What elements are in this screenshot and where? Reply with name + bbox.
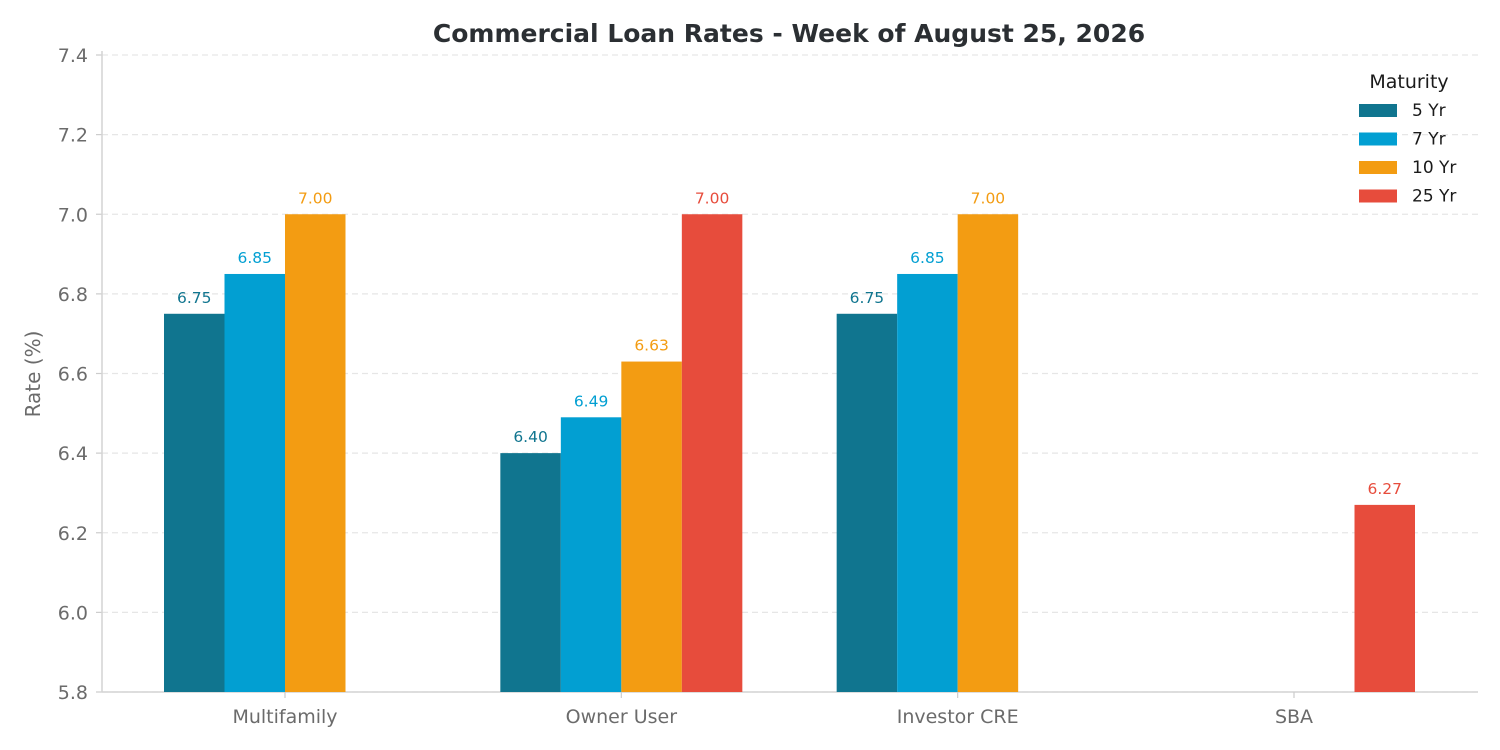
data-label: 6.85	[237, 249, 272, 267]
bar	[500, 453, 561, 692]
y-tick-label: 6.0	[58, 602, 88, 624]
data-label: 6.49	[574, 392, 609, 410]
data-label: 7.00	[298, 189, 333, 207]
data-label: 7.00	[695, 189, 730, 207]
bar	[285, 214, 346, 692]
data-label: 6.40	[513, 428, 548, 446]
y-axis-label: Rate (%)	[21, 331, 45, 418]
bar	[681, 214, 743, 692]
legend-label: 25 Yr	[1412, 187, 1456, 207]
chart-title: Commercial Loan Rates - Week of August 2…	[433, 19, 1145, 48]
bar	[560, 417, 622, 692]
legend-swatch	[1359, 161, 1397, 174]
y-tick-label: 5.8	[58, 682, 88, 704]
data-label: 6.85	[910, 249, 945, 267]
legend-label: 10 Yr	[1412, 158, 1456, 178]
bar	[224, 273, 285, 692]
bar	[164, 313, 225, 692]
legend-label: 5 Yr	[1412, 101, 1446, 121]
y-tick-label: 6.4	[58, 443, 88, 465]
legend-swatch	[1359, 104, 1397, 117]
data-labels: 6.75 6.85 7.00 6.40 6.49 6.63 7.00 6.75 6.85 7.00…	[177, 189, 1402, 498]
x-tick-label: SBA	[1275, 706, 1313, 728]
bar	[836, 313, 898, 692]
legend-swatch	[1359, 189, 1397, 203]
bar	[621, 361, 682, 692]
y-tick-label: 7.2	[58, 125, 88, 147]
data-label: 6.27	[1367, 480, 1402, 498]
data-label: 7.00	[971, 189, 1006, 207]
x-tick-label: Multifamily	[232, 706, 337, 728]
bar	[897, 273, 958, 692]
bars	[164, 214, 1415, 692]
legend-label: 7 Yr	[1412, 130, 1446, 150]
data-label: 6.63	[634, 337, 669, 355]
data-label: 6.75	[177, 289, 212, 307]
y-tick-label: 7.0	[58, 204, 88, 226]
y-tick-label: 7.4	[58, 45, 88, 67]
x-tick-label: Owner User	[566, 706, 678, 728]
x-tick-label: Investor CRE	[897, 706, 1019, 728]
legend-swatch	[1359, 132, 1397, 146]
bar	[1354, 504, 1415, 692]
legend: Maturity 5 Yr 7 Yr 10 Yr 25 Yr	[1359, 71, 1456, 207]
y-tick-label: 6.6	[58, 364, 88, 386]
y-tick-label: 6.8	[58, 284, 88, 306]
legend-title: Maturity	[1369, 71, 1448, 93]
data-label: 6.75	[850, 289, 885, 307]
y-tick-label: 6.2	[58, 523, 88, 545]
bar	[957, 214, 1019, 692]
axes: 5.8 6.0 6.2 6.4 6.6 6.8 7.0 7.2 7.4 Multifamily Ow…	[58, 45, 1478, 728]
